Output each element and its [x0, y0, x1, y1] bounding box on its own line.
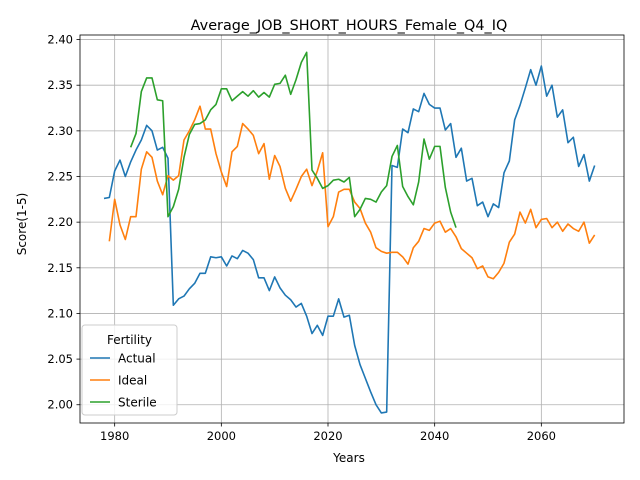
legend-label-sterile: Sterile — [118, 396, 157, 410]
x-tick-label: 2000 — [207, 429, 236, 443]
y-tick-label: 2.35 — [47, 78, 73, 92]
series-line-sterile — [129, 51, 457, 228]
y-tick-label: 2.15 — [47, 261, 73, 275]
legend-items: Actual Ideal Sterile — [90, 352, 157, 410]
y-axis: 2.00 2.05 2.10 2.15 2.20 2.25 2.30 2.35 2.40 — [47, 33, 80, 412]
y-tick-label: 2.20 — [47, 215, 73, 229]
y-axis-label: Score(1-5) — [15, 193, 29, 256]
series-line-actual — [103, 65, 596, 414]
y-tick-label: 2.30 — [47, 124, 73, 138]
chart-title: Average_JOB_SHORT_HOURS_Female_Q4_IQ — [191, 18, 508, 34]
legend: Fertility Actual Ideal Sterile — [81, 324, 178, 416]
x-tick-label: 2040 — [420, 429, 449, 443]
legend-label-actual: Actual — [118, 352, 156, 366]
x-tick-label: 2020 — [313, 429, 342, 443]
series-layer — [103, 51, 596, 414]
x-tick-label: 1980 — [100, 429, 129, 443]
grid — [80, 35, 624, 423]
legend-title: Fertility — [107, 333, 152, 347]
y-tick-label: 2.40 — [47, 33, 73, 47]
y-tick-label: 2.05 — [47, 352, 73, 366]
y-tick-label: 2.00 — [47, 398, 73, 412]
y-tick-label: 2.10 — [47, 306, 73, 320]
plot-frame — [79, 34, 625, 424]
legend-box — [81, 324, 178, 416]
y-tick-label: 2.25 — [47, 170, 73, 184]
legend-label-ideal: Ideal — [118, 374, 147, 388]
x-tick-label: 2060 — [527, 429, 556, 443]
x-axis-label: Years — [332, 451, 365, 465]
x-axis: 1980 2000 2020 2040 2060 — [100, 423, 556, 443]
